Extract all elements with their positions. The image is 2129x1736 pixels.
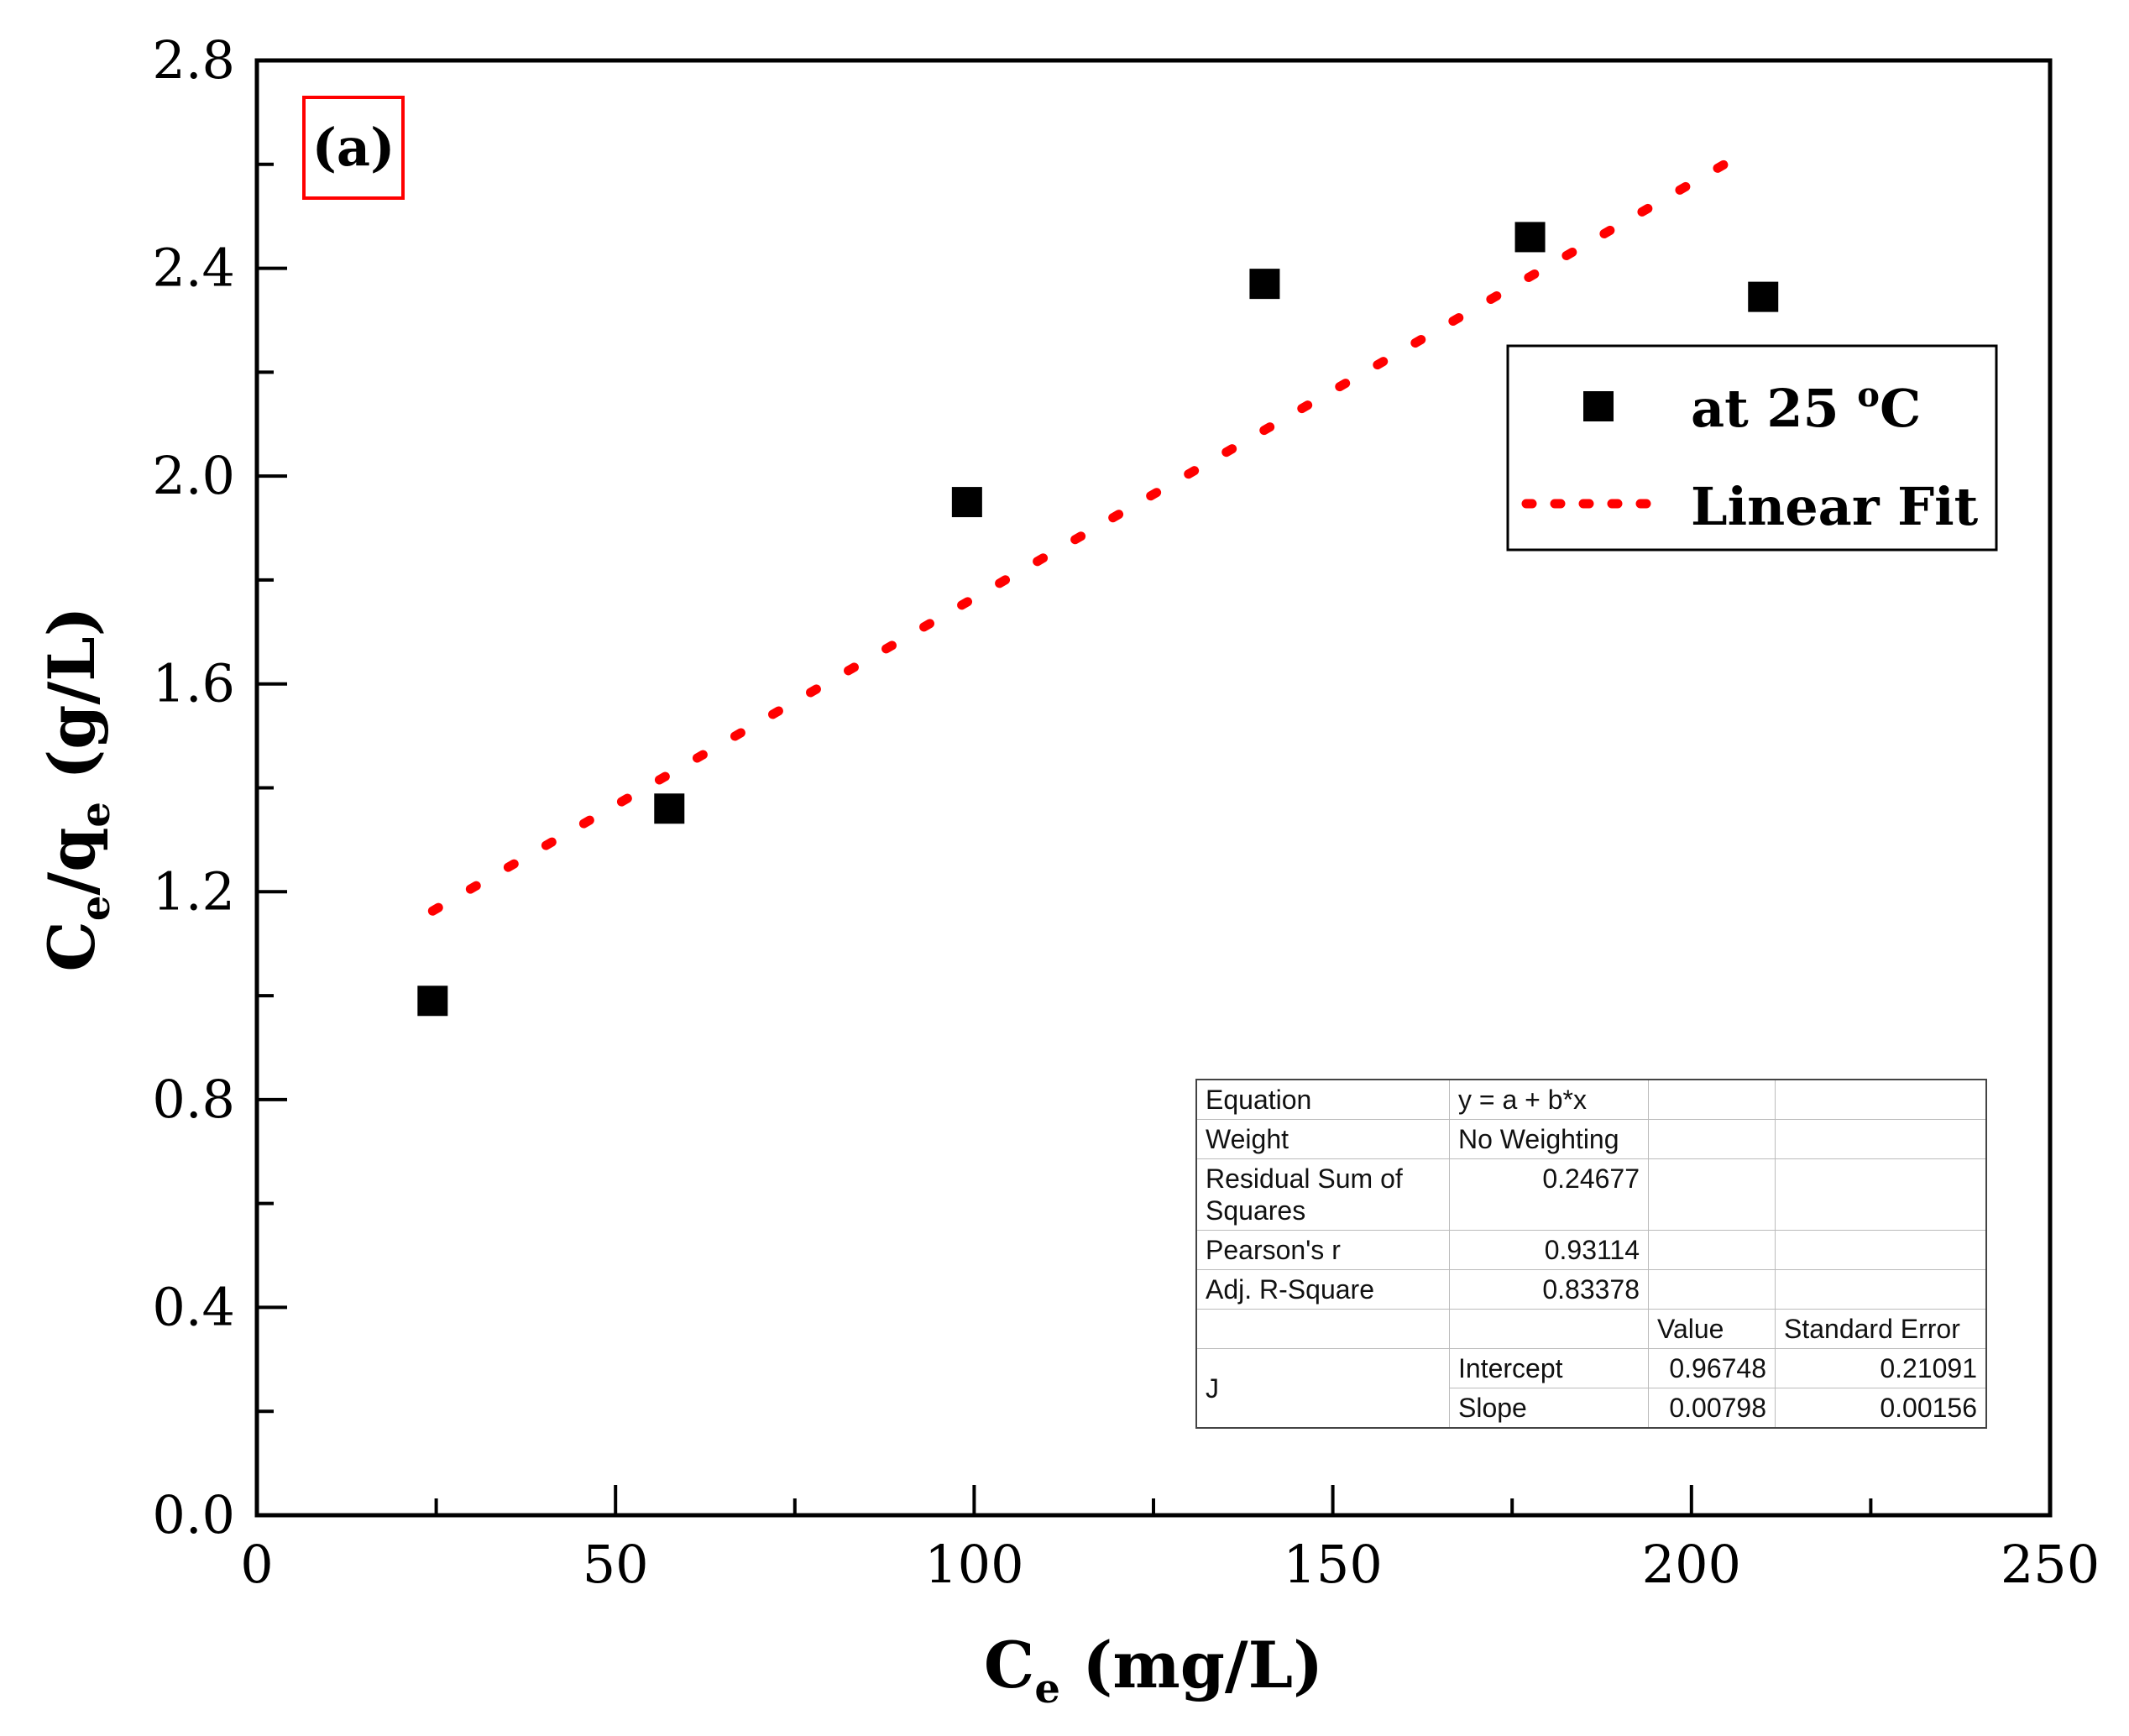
x-axis-ticks: 0 50 100 150 200 250: [240, 1485, 2100, 1595]
x-tick-label: 200: [1642, 1534, 1741, 1595]
x-label-sub: e: [1034, 1665, 1060, 1712]
stderr-header: Standard Error: [1775, 1309, 1987, 1349]
pearson-label: Pearson's r: [1195, 1230, 1450, 1270]
data-point: [417, 986, 448, 1017]
slope-label: Slope: [1449, 1388, 1649, 1429]
slope-value: 0.00798: [1648, 1388, 1776, 1429]
table-cell: [1648, 1119, 1776, 1159]
x-tick-label: 150: [1283, 1534, 1382, 1595]
intercept-value: 0.96748: [1648, 1348, 1776, 1388]
x-label-c: C: [984, 1628, 1035, 1702]
y-label-sub1: e: [72, 896, 119, 922]
y-tick-label: 2.8: [152, 29, 235, 91]
table-cell: [1648, 1079, 1776, 1120]
y-axis-ticks: 0.0 0.4 0.8 1.2 1.6 2.0 2.4 2.8: [152, 29, 287, 1545]
table-row: Pearson's r 0.93114: [1195, 1230, 1987, 1270]
data-point: [1249, 269, 1280, 300]
fit-results-table: Equation y = a + b*x Weight No Weighting…: [1195, 1079, 1987, 1429]
y-tick-label: 1.6: [152, 653, 235, 714]
legend-label-series: at 25 oC: [1691, 375, 1921, 439]
equation-value: y = a + b*x: [1449, 1079, 1649, 1120]
rss-value: 0.24677: [1449, 1158, 1649, 1231]
x-tick-label: 50: [583, 1534, 649, 1595]
legend-series-degree: o: [1857, 375, 1880, 415]
data-point: [654, 793, 685, 824]
table-cell: [1195, 1309, 1450, 1349]
y-tick-label: 2.4: [152, 238, 235, 299]
table-cell: [1775, 1230, 1987, 1270]
table-row: Weight No Weighting: [1195, 1119, 1987, 1159]
panel-label-box: [302, 96, 405, 200]
legend-box: [1506, 344, 1998, 552]
fit-line-path: [427, 159, 1729, 916]
linear-fit-line: [427, 159, 1729, 916]
legend-series-main: at 25: [1691, 378, 1857, 439]
x-label-unit: (mg/L): [1060, 1628, 1323, 1702]
table-row: Residual Sum of Squares 0.24677: [1195, 1158, 1987, 1231]
data-points: [417, 222, 1779, 1017]
group-label: J: [1195, 1348, 1450, 1429]
table-cell: [1648, 1230, 1776, 1270]
y-tick-label: 0.4: [152, 1276, 235, 1337]
y-label-c: C: [34, 921, 109, 972]
y-tick-label: 1.2: [152, 860, 235, 922]
table-row: Value Standard Error: [1195, 1309, 1987, 1349]
data-point: [951, 487, 982, 518]
table-cell: [1775, 1158, 1987, 1231]
table-cell: [1648, 1269, 1776, 1310]
pearson-value: 0.93114: [1449, 1230, 1649, 1270]
data-point: [1514, 222, 1546, 253]
table-cell: [1775, 1079, 1987, 1120]
x-tick-label: 0: [240, 1534, 273, 1595]
intercept-label: Intercept: [1449, 1348, 1649, 1388]
value-header: Value: [1648, 1309, 1776, 1349]
adj-r2-label: Adj. R-Square: [1195, 1269, 1450, 1310]
table-row: Adj. R-Square 0.83378: [1195, 1269, 1987, 1310]
data-point: [1748, 281, 1779, 312]
table-cell: [1775, 1119, 1987, 1159]
x-tick-label: 100: [924, 1534, 1023, 1595]
intercept-error: 0.21091: [1775, 1348, 1987, 1388]
table-cell: [1775, 1269, 1987, 1310]
x-axis-label: Ce (mg/L): [984, 1628, 1323, 1712]
y-label-q: /q: [34, 828, 109, 896]
y-tick-label: 2.0: [152, 445, 235, 506]
y-label-unit: (g/L): [34, 606, 109, 802]
y-axis-label: Ce/qe (g/L): [34, 606, 119, 971]
legend-marker-square: [1583, 391, 1614, 421]
table-cell: [1449, 1309, 1649, 1349]
equation-label: Equation: [1195, 1079, 1450, 1120]
table-row: Equation y = a + b*x: [1195, 1079, 1987, 1120]
weight-label: Weight: [1195, 1119, 1450, 1159]
panel-label: (a): [312, 117, 395, 178]
table-row: J Intercept 0.96748 0.21091: [1195, 1348, 1987, 1429]
y-label-sub2: e: [72, 802, 119, 828]
legend-series-unit: C: [1880, 378, 1921, 439]
y-tick-label: 0.0: [152, 1484, 235, 1545]
rss-label: Residual Sum of Squares: [1195, 1158, 1450, 1231]
y-tick-label: 0.8: [152, 1069, 235, 1130]
weight-value: No Weighting: [1449, 1119, 1649, 1159]
slope-error: 0.00156: [1775, 1388, 1987, 1429]
table-cell: [1648, 1158, 1776, 1231]
table-row: Slope 0.00798 0.00156: [1196, 1388, 1987, 1429]
legend-label-fit: Linear Fit: [1691, 476, 1979, 537]
adj-r2-value: 0.83378: [1449, 1269, 1649, 1310]
x-tick-label: 250: [2001, 1534, 2100, 1595]
